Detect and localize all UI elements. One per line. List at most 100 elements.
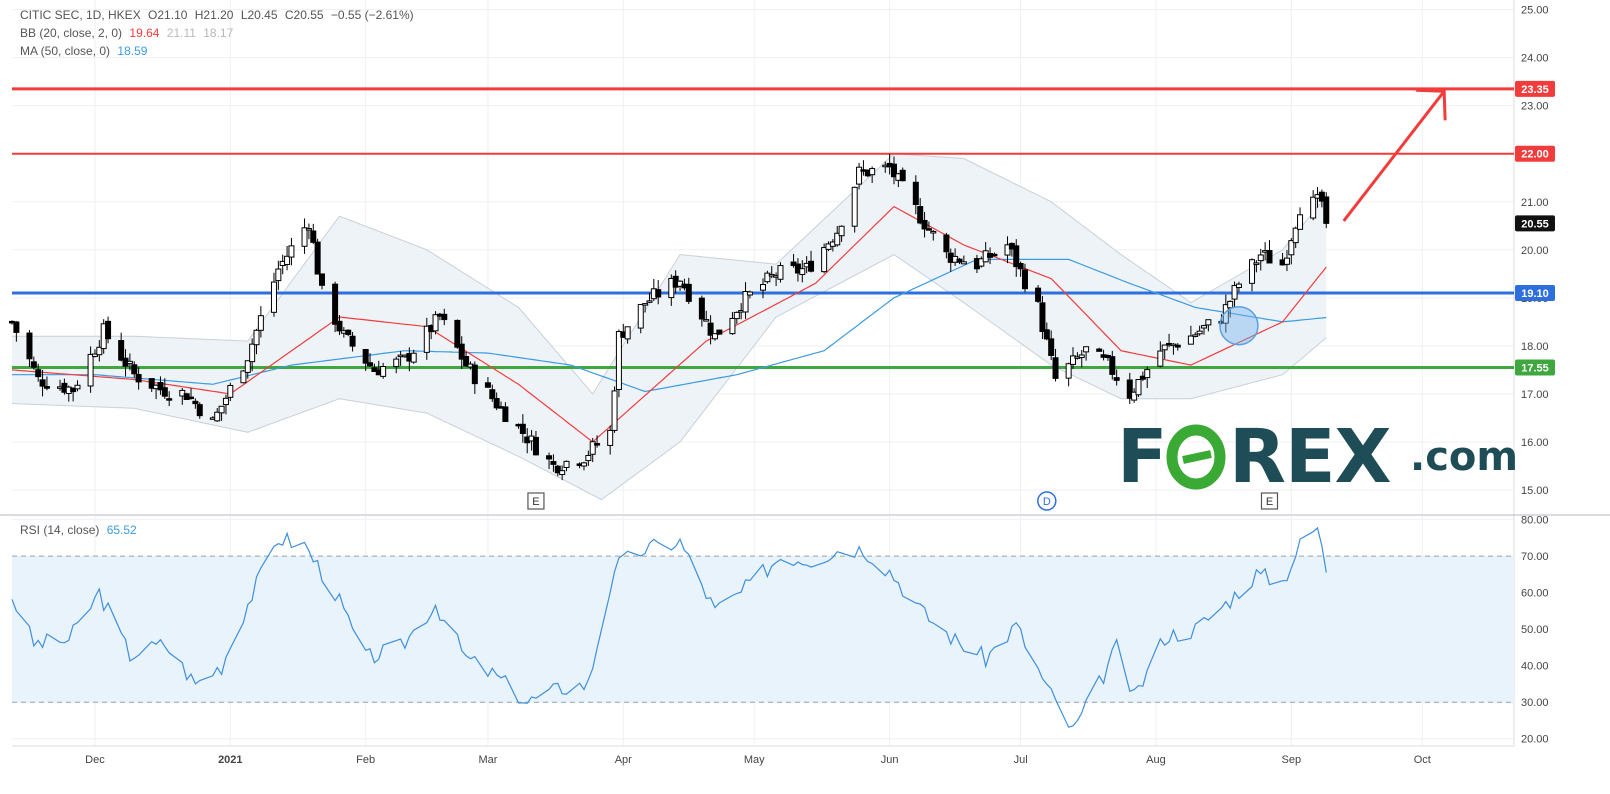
candle-body bbox=[39, 379, 46, 387]
ma-value: 18.59 bbox=[117, 44, 148, 58]
candle-body bbox=[43, 386, 50, 389]
candle-body bbox=[393, 358, 400, 368]
candle-body bbox=[1310, 196, 1317, 219]
candle-body bbox=[685, 283, 692, 302]
ma-legend: MA (50, close, 0) 18.59 bbox=[20, 44, 151, 58]
candle-body bbox=[1157, 350, 1164, 367]
time-axis-label: Sep bbox=[1282, 754, 1302, 766]
candle-body bbox=[26, 332, 33, 360]
candle-body bbox=[716, 329, 723, 335]
candle-body bbox=[458, 343, 465, 360]
candle-body bbox=[188, 396, 195, 400]
level-price-badge-label: 23.35 bbox=[1521, 84, 1549, 96]
candle-body bbox=[668, 277, 675, 299]
bb-label: BB (20, close, 2, 0) bbox=[20, 26, 123, 40]
candle-body bbox=[131, 364, 138, 375]
target-arrow-head bbox=[1416, 88, 1447, 121]
candle-body bbox=[1231, 285, 1238, 300]
candle-body bbox=[978, 258, 985, 267]
candle-body bbox=[698, 297, 705, 320]
time-axis-label: Apr bbox=[615, 754, 632, 766]
price-axis-tick-label: 18.00 bbox=[1521, 341, 1549, 353]
bb-upper-value: 21.11 bbox=[166, 26, 196, 40]
candle-body bbox=[13, 321, 20, 333]
candle-body bbox=[1109, 356, 1116, 375]
candle-body bbox=[336, 320, 343, 332]
candle-body bbox=[1035, 287, 1042, 302]
candle-body bbox=[1253, 262, 1260, 265]
ohlc-change: −0.55 (−2.61%) bbox=[330, 8, 414, 22]
candle-body bbox=[1196, 330, 1203, 335]
candle-body bbox=[1205, 319, 1212, 326]
candle-body bbox=[105, 320, 112, 340]
candle-body bbox=[1131, 391, 1138, 401]
candle-body bbox=[760, 284, 766, 291]
candle-body bbox=[1227, 300, 1234, 309]
ma50-line bbox=[12, 258, 1327, 393]
candle-body bbox=[214, 411, 221, 422]
candle-body bbox=[463, 356, 470, 367]
ohlc-open: O21.10 bbox=[148, 8, 188, 22]
time-axis-label: Oct bbox=[1414, 754, 1431, 766]
event-marker-label: E bbox=[1266, 496, 1273, 508]
candle-body bbox=[838, 225, 845, 237]
candle-body bbox=[1257, 254, 1264, 262]
candle-body bbox=[118, 340, 125, 361]
candle-body bbox=[869, 168, 876, 176]
candle-body bbox=[249, 343, 256, 363]
bb-basis-value: 19.64 bbox=[129, 26, 160, 40]
forex-logo: F REX .com bbox=[1117, 420, 1547, 496]
candle-body bbox=[349, 335, 356, 347]
candle-body bbox=[1200, 325, 1207, 329]
logo-text-rex: REX bbox=[1229, 414, 1392, 500]
rsi-axis-tick-label: 50.00 bbox=[1521, 624, 1549, 636]
candle-body bbox=[1048, 338, 1055, 356]
candle-body bbox=[808, 260, 815, 272]
candle-body bbox=[930, 230, 937, 234]
candle-body bbox=[410, 352, 417, 363]
candle-body bbox=[126, 360, 133, 365]
candle-body bbox=[74, 384, 81, 390]
price-axis-tick-label: 15.00 bbox=[1521, 485, 1549, 497]
candle-body bbox=[1004, 244, 1011, 256]
event-marker-label: E bbox=[532, 496, 539, 508]
candle-body bbox=[1039, 302, 1046, 333]
candle-body bbox=[532, 436, 539, 456]
candle-body bbox=[607, 429, 614, 446]
candle-body bbox=[319, 273, 326, 286]
candle-body bbox=[917, 206, 924, 224]
candle-body bbox=[559, 470, 566, 476]
time-axis-label: May bbox=[744, 754, 765, 766]
candle-body bbox=[1113, 377, 1120, 381]
time-axis-label: Dec bbox=[85, 754, 105, 766]
candle-body bbox=[856, 166, 863, 185]
ohlc-close: C20.55 bbox=[284, 8, 324, 22]
candle-body bbox=[96, 346, 103, 356]
candle-body bbox=[1235, 283, 1242, 289]
bollinger-lower-line bbox=[11, 254, 1327, 501]
rsi-axis-tick-label: 60.00 bbox=[1521, 588, 1549, 600]
candle-body bbox=[301, 227, 308, 247]
candle-body bbox=[1043, 329, 1050, 340]
level-price-badge-label: 17.55 bbox=[1521, 362, 1549, 374]
time-axis-label: Feb bbox=[356, 754, 375, 766]
price-axis-tick-label: 17.00 bbox=[1521, 389, 1549, 401]
candle-body bbox=[1161, 344, 1168, 351]
candle-body bbox=[484, 382, 491, 388]
logo-o-icon bbox=[1166, 424, 1226, 490]
candle-body bbox=[502, 406, 509, 423]
candle-body bbox=[1135, 379, 1142, 396]
candle-body bbox=[851, 186, 858, 227]
candle-body bbox=[441, 313, 448, 321]
rsi-band-fill bbox=[12, 556, 1514, 703]
candle-body bbox=[179, 389, 186, 397]
candle-body bbox=[519, 423, 526, 434]
candle-body bbox=[1249, 259, 1256, 284]
candle-body bbox=[799, 268, 806, 275]
price-axis-tick-label: 23.00 bbox=[1521, 101, 1549, 113]
candle-body bbox=[655, 289, 662, 298]
candle-body bbox=[70, 387, 77, 393]
symbol-title: CITIC SEC, 1D, HKEX bbox=[20, 8, 141, 22]
candle-body bbox=[1083, 346, 1090, 353]
